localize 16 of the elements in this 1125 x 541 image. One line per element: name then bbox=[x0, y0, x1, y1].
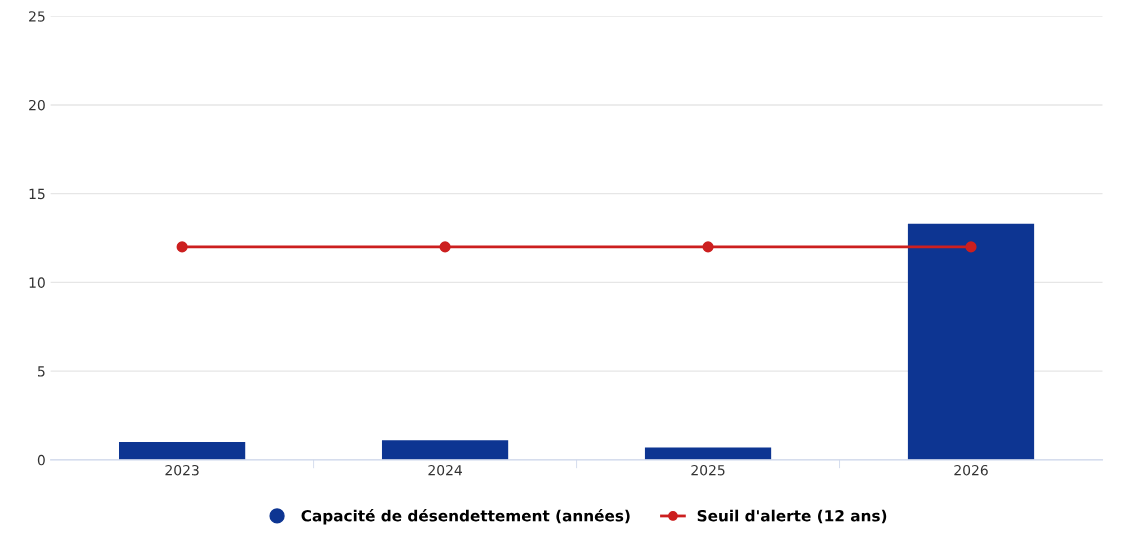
bar bbox=[907, 223, 1035, 460]
y-tick-label: 10 bbox=[29, 277, 45, 288]
y-tick-label: 0 bbox=[37, 454, 45, 466]
x-tick-label: 2023 bbox=[165, 464, 199, 476]
x-tick-label: 2024 bbox=[428, 464, 462, 476]
y-tick-label: 25 bbox=[29, 11, 45, 22]
legend-label: Capacité de désendettement (années) bbox=[301, 509, 630, 525]
x-tick-label: 2026 bbox=[954, 464, 988, 476]
bar bbox=[119, 442, 246, 460]
bar bbox=[644, 447, 772, 460]
bar bbox=[381, 440, 509, 460]
x-tick-label: 2025 bbox=[691, 464, 725, 476]
y-tick-label: 15 bbox=[29, 188, 45, 200]
legend-label: Seuil d'alerte (12 ans) bbox=[697, 509, 887, 524]
y-tick-label: 5 bbox=[38, 366, 45, 377]
y-tick-label: 20 bbox=[29, 99, 45, 111]
